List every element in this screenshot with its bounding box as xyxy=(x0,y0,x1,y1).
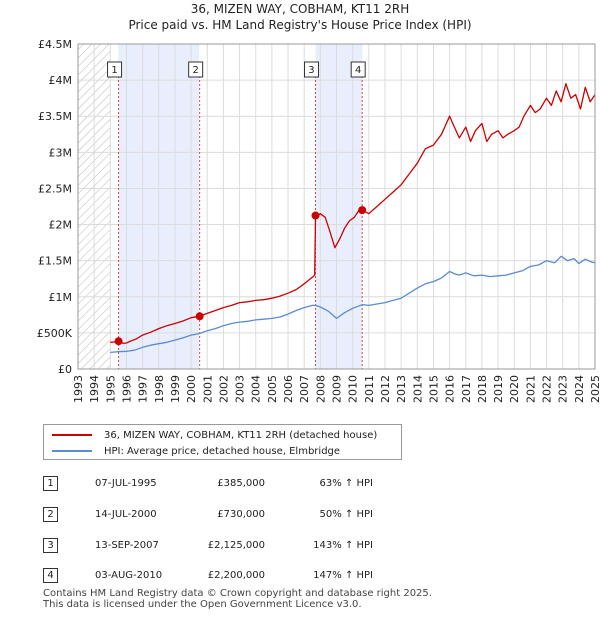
sale-marker-label: 3 xyxy=(308,65,314,76)
x-tick-label: 2025 xyxy=(589,375,600,403)
sale-number-badge: 2 xyxy=(43,507,58,522)
y-tick-label: £2M xyxy=(49,219,73,232)
sale-date: 07-JUL-1995 xyxy=(95,478,157,489)
legend-swatch-property xyxy=(52,434,92,436)
y-tick-label: £4.5M xyxy=(38,38,72,51)
y-tick-label: £1.5M xyxy=(38,255,72,268)
footer-line-1: Contains HM Land Registry data © Crown c… xyxy=(43,588,432,599)
x-tick-label: 2021 xyxy=(524,375,537,403)
x-tick-label: 2018 xyxy=(476,375,489,403)
x-tick-label: 2016 xyxy=(444,375,457,403)
x-tick-label: 2019 xyxy=(492,375,505,403)
sale-point xyxy=(358,206,367,215)
x-tick-label: 2010 xyxy=(347,375,360,403)
x-tick-label: 2011 xyxy=(363,375,376,403)
legend-item-hpi: HPI: Average price, detached house, Elmb… xyxy=(52,443,340,459)
hpi-series-line xyxy=(110,255,596,354)
x-tick-label: 2001 xyxy=(201,375,214,403)
y-tick-label: £500K xyxy=(37,327,73,340)
sale-marker-label: 1 xyxy=(111,65,117,76)
price-chart: £0 £500K £1M £1.5M £2M £2.5M £3M £3.5M £4M £4.5M 1… xyxy=(37,38,600,403)
chart-subtitle: Price paid vs. HM Land Registry's House … xyxy=(128,18,472,32)
sale-date: 13-SEP-2007 xyxy=(95,540,159,551)
x-tick-label: 2015 xyxy=(427,375,440,403)
y-tick-label: £3M xyxy=(49,146,73,159)
sale-marker-badge xyxy=(188,61,204,78)
sale-hpi-change: 50% ↑ HPI xyxy=(319,509,373,520)
y-tick-label: £4M xyxy=(49,74,73,87)
legend-item-property: 36, MIZEN WAY, COBHAM, KT11 2RH (detache… xyxy=(52,427,377,443)
sale-price: £2,200,000 xyxy=(207,570,265,581)
x-tick-label: 2006 xyxy=(282,375,295,403)
plot-border xyxy=(77,43,596,370)
sale-point xyxy=(195,312,204,321)
sale-hpi-change: 147% ↑ HPI xyxy=(313,570,373,581)
x-tick-label: 2003 xyxy=(234,375,247,403)
sale-price: £385,000 xyxy=(217,478,265,489)
sale-price: £2,125,000 xyxy=(207,540,265,551)
y-tick-label: £0 xyxy=(58,363,72,376)
sale-point xyxy=(114,337,123,346)
x-tick-label: 2013 xyxy=(395,375,408,403)
x-tick-label: 2014 xyxy=(411,375,424,403)
x-tick-label: 2002 xyxy=(217,375,230,403)
sale-price: £730,000 xyxy=(217,509,265,520)
x-tick-label: 2000 xyxy=(185,375,198,403)
legend-label-property: 36, MIZEN WAY, COBHAM, KT11 2RH (detache… xyxy=(104,429,378,441)
x-tick-label: 1994 xyxy=(88,375,101,403)
y-tick-label: £3.5M xyxy=(38,110,72,123)
x-tick-label: 1999 xyxy=(169,375,182,403)
sale-number-badge: 3 xyxy=(43,538,58,553)
sale-number-badge: 1 xyxy=(43,476,58,491)
chart-title: 36, MIZEN WAY, COBHAM, KT11 2RH xyxy=(190,2,410,16)
sale-date: 03-AUG-2010 xyxy=(95,570,163,581)
x-tick-label: 2022 xyxy=(541,375,554,403)
sale-period-shade xyxy=(315,44,363,369)
x-tick-label: 2007 xyxy=(298,375,311,403)
y-tick-label: £2.5M xyxy=(38,182,72,195)
footer-line-2: This data is licensed under the Open Gov… xyxy=(43,599,362,610)
sale-marker-label: 4 xyxy=(355,65,361,76)
x-tick-label: 2008 xyxy=(314,375,327,403)
sale-marker-badge xyxy=(107,61,123,78)
x-tick-label: 2020 xyxy=(508,375,521,403)
legend: 36, MIZEN WAY, COBHAM, KT11 2RH (detache… xyxy=(43,424,402,460)
sale-marker-badge xyxy=(303,61,319,78)
x-tick-label: 1995 xyxy=(104,375,117,403)
sale-marker-label: 2 xyxy=(192,65,198,76)
sale-number-badge: 4 xyxy=(43,568,58,583)
x-tick-label: 2024 xyxy=(573,375,586,403)
sale-marker-badge xyxy=(350,61,366,78)
x-tick-label: 2004 xyxy=(250,375,263,403)
x-tick-label: 1997 xyxy=(137,375,150,403)
sale-date: 14-JUL-2000 xyxy=(95,509,157,520)
x-tick-label: 1998 xyxy=(153,375,166,403)
x-tick-label: 2023 xyxy=(557,375,570,403)
x-tick-label: 2012 xyxy=(379,375,392,403)
x-tick-label: 1993 xyxy=(72,375,85,403)
x-tick-label: 2017 xyxy=(460,375,473,403)
legend-swatch-hpi xyxy=(52,450,92,452)
sale-hpi-change: 63% ↑ HPI xyxy=(319,478,373,489)
x-tick-label: 2009 xyxy=(331,375,344,403)
sale-point xyxy=(311,211,320,220)
y-tick-label: £1M xyxy=(49,291,73,304)
legend-label-hpi: HPI: Average price, detached house, Elmb… xyxy=(104,445,341,457)
sale-hpi-change: 143% ↑ HPI xyxy=(313,540,373,551)
x-tick-label: 1996 xyxy=(120,375,133,403)
x-tick-label: 2005 xyxy=(266,375,279,403)
footer-attribution: Contains HM Land Registry data © Crown c… xyxy=(43,588,432,610)
